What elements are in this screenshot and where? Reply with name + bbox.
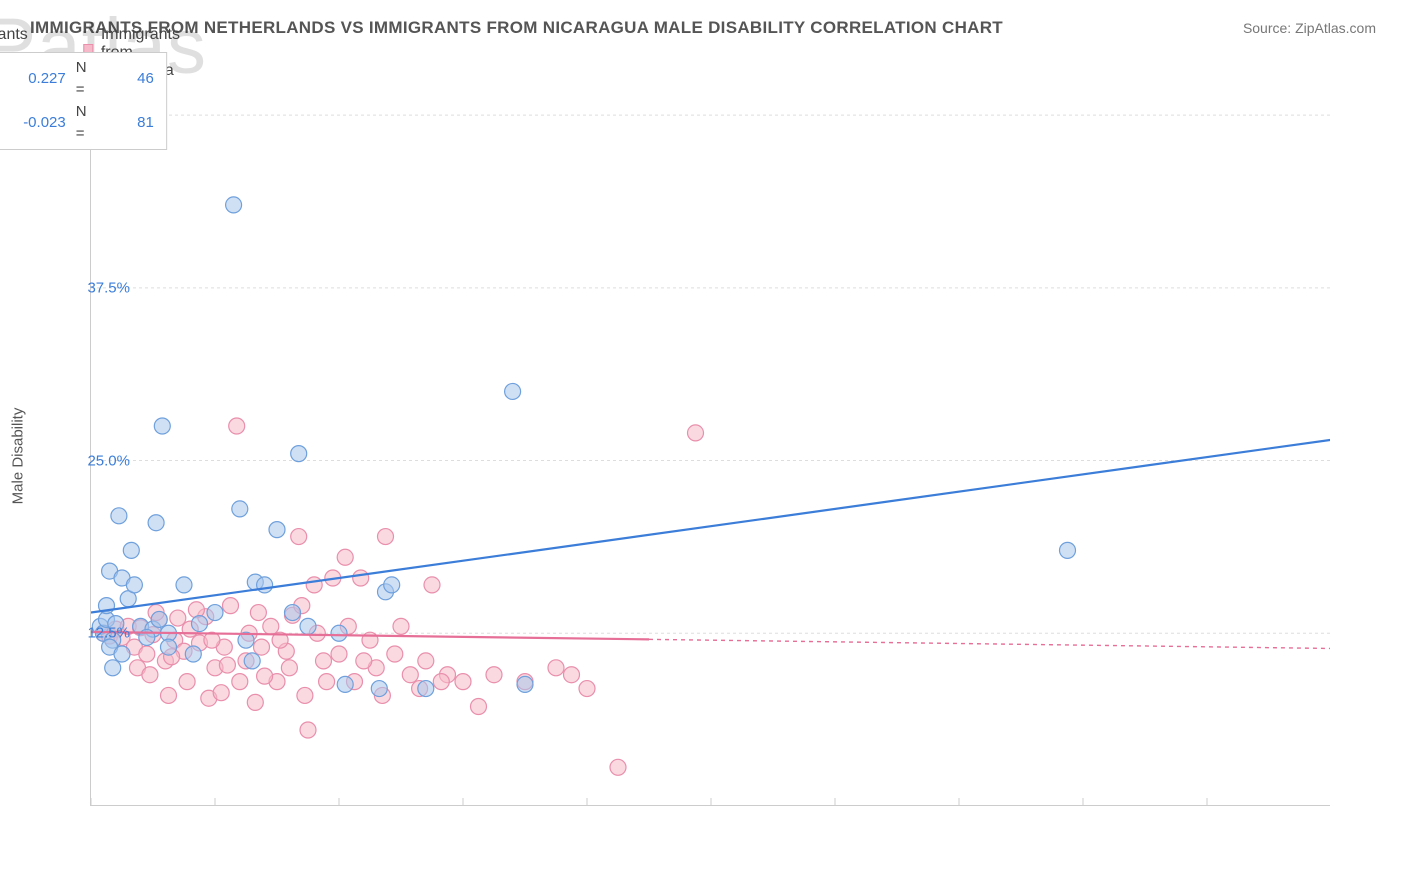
n-label: N = xyxy=(76,57,90,101)
correlation-legend: R = 0.227 N = 46 R = -0.023 N = 81 xyxy=(0,52,167,150)
source-label: Source: ZipAtlas.com xyxy=(1243,20,1376,36)
r-value-1: -0.023 xyxy=(12,112,66,134)
y-axis-label: Male Disability xyxy=(10,408,27,505)
chart-container: Male Disability R = 0.227 N = 46 R = -0.… xyxy=(30,46,1376,866)
n-label: N = xyxy=(76,101,90,145)
header: IMMIGRANTS FROM NETHERLANDS VS IMMIGRANT… xyxy=(0,0,1406,46)
legend-row: R = -0.023 N = 81 xyxy=(0,101,154,145)
legend-row: R = 0.227 N = 46 xyxy=(0,57,154,101)
r-label: R = xyxy=(0,101,2,145)
scatter-plot xyxy=(90,46,1330,806)
r-label: R = xyxy=(0,57,2,101)
y-tick-label: 12.5% xyxy=(87,625,130,642)
n-value-1: 81 xyxy=(100,112,154,134)
y-tick-label: 37.5% xyxy=(87,279,130,296)
n-value-0: 46 xyxy=(100,68,154,90)
y-tick-label: 25.0% xyxy=(87,452,130,469)
r-value-0: 0.227 xyxy=(12,68,66,90)
